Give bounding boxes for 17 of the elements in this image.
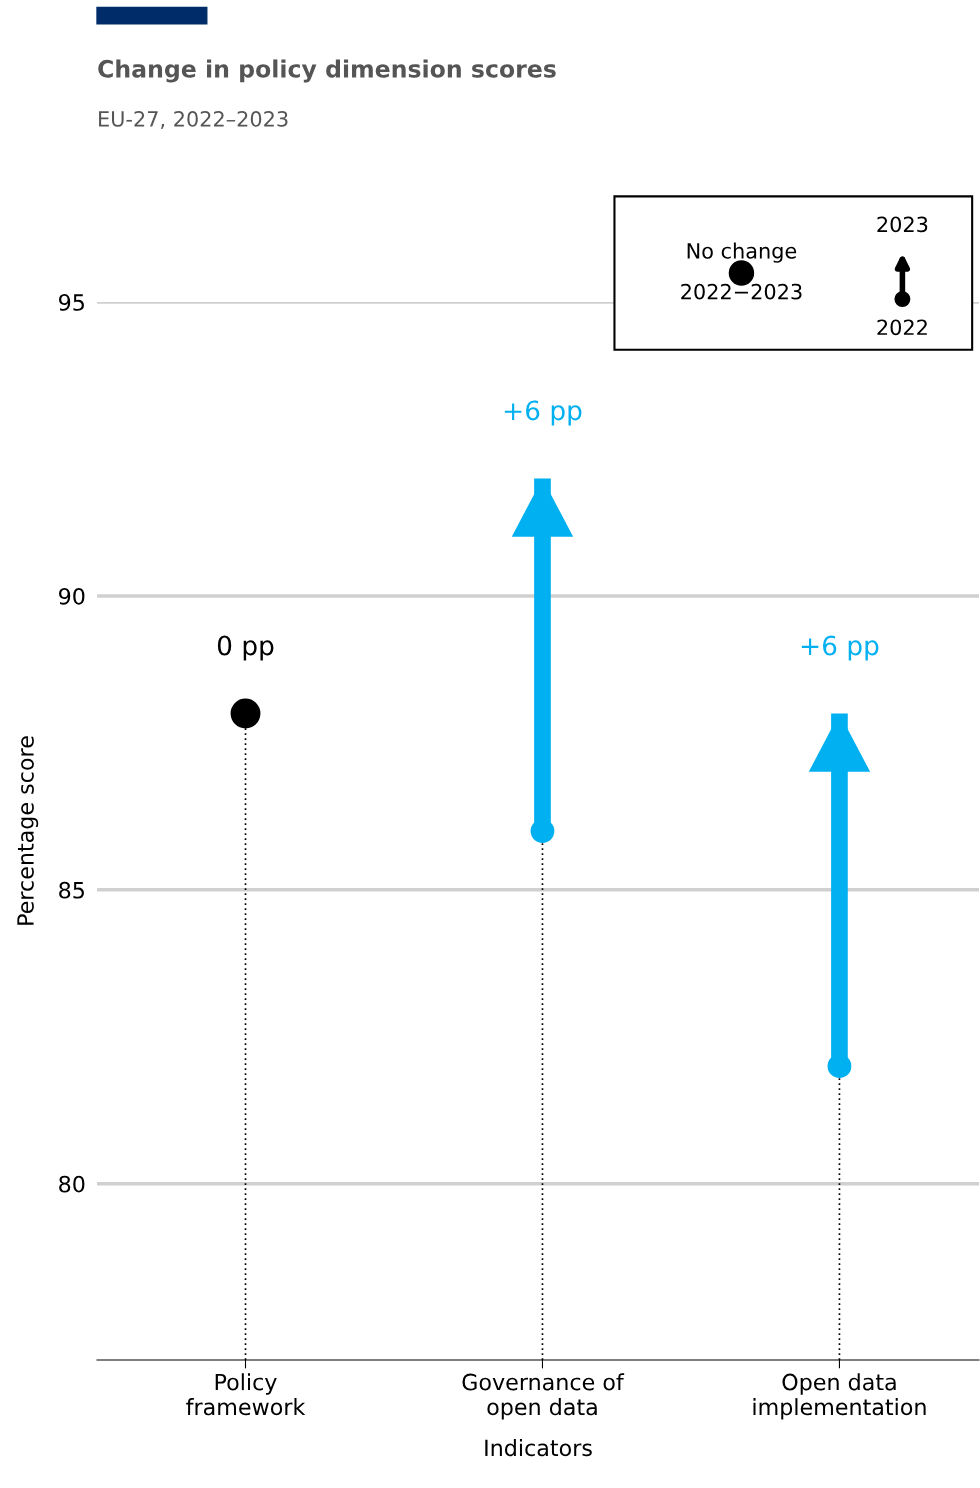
x-tick-label: Policy framework: [186, 1373, 306, 1416]
annotation: 2022: [877, 319, 927, 336]
x-tick-label: Open data implementation: [753, 1373, 926, 1420]
x-axis-title: Indicators: [485, 1439, 592, 1457]
x-tick-label: Governance of open data: [462, 1373, 625, 1420]
annotation: +6 pp: [504, 400, 582, 426]
annotation: +6 pp: [801, 635, 879, 661]
y-tick-label: 95: [59, 294, 84, 311]
y-axis-title: Percentage score: [17, 736, 39, 925]
chart-subtitle: EU-27, 2022–2023: [99, 111, 288, 129]
chart-title: Change in policy dimension scores: [98, 59, 556, 83]
text: No change 2022−2023: [681, 242, 802, 300]
y-tick-label: 80: [59, 1175, 85, 1193]
y-tick-label: 90: [59, 587, 85, 605]
annotation: 0 pp: [217, 635, 274, 661]
text: 2023: [877, 216, 928, 233]
y-tick-label: 85: [59, 881, 84, 899]
